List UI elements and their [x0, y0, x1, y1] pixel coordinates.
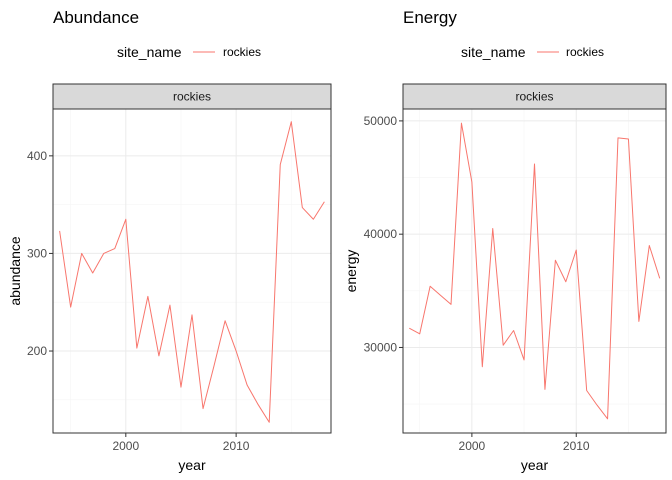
chart-2-facet-strip: [402, 83, 667, 110]
chart-1-panel-border: [52, 108, 332, 434]
chart-2-series-line-rockies: [409, 122, 661, 420]
chart-1-title: Abundance: [53, 8, 139, 27]
chart-1-legend-label: rockies: [223, 45, 261, 59]
chart-1-series-line-rockies: [59, 121, 325, 423]
chart-2-title: Energy: [403, 8, 457, 27]
chart-1-facet-strip-label: rockies: [173, 90, 211, 104]
chart-1-legend-title: site_name: [117, 44, 182, 60]
chart-2-x-axis-title: year: [521, 457, 549, 473]
chart-2-legend-title: site_name: [461, 44, 526, 60]
chart-1-x-axis-title: year: [178, 457, 206, 473]
chart-1-x-tick-label: 2000: [112, 439, 139, 453]
chart-1-y-tick-label: 200: [27, 344, 47, 358]
chart-2-x-tick-label: 2010: [563, 439, 590, 453]
chart-2-facet-strip-label: rockies: [515, 90, 553, 104]
chart-2-panel-border: [402, 108, 667, 434]
chart-2-y-tick-label: 50000: [364, 114, 398, 128]
chart-2-y-axis-title: energy: [343, 250, 359, 293]
chart-1-y-axis-title: abundance: [7, 236, 23, 306]
chart-1-x-tick-label: 2010: [223, 439, 250, 453]
chart-2-legend-label: rockies: [566, 45, 604, 59]
chart-2-y-tick-label: 40000: [364, 227, 398, 241]
chart-2-y-tick-label: 30000: [364, 340, 398, 354]
chart-2-x-tick-label: 2000: [459, 439, 486, 453]
chart-1-y-tick-label: 300: [27, 246, 47, 260]
chart-1-y-tick-label: 400: [27, 149, 47, 163]
